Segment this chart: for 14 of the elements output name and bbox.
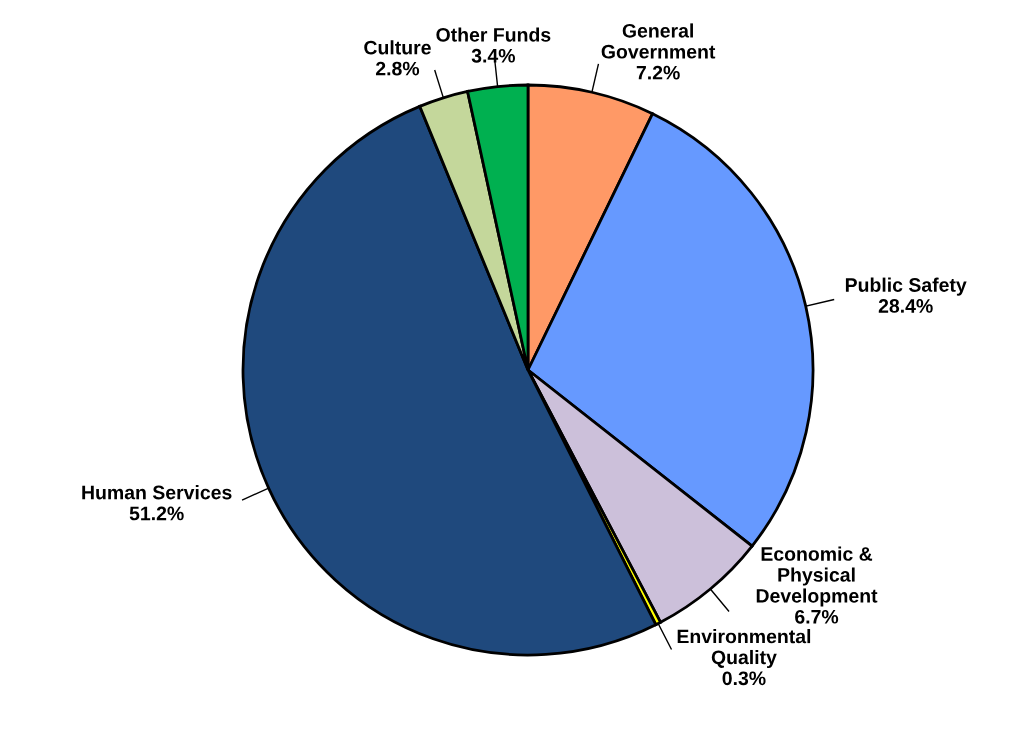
slice-label: Economic & Physical Development <box>756 546 878 607</box>
data-label: 2.8% <box>375 61 420 76</box>
data-label: 51.2% <box>129 506 184 521</box>
data-label: 7.2% <box>636 65 680 80</box>
slice-label: Other Funds <box>436 27 551 42</box>
slice-label: Culture <box>364 40 431 55</box>
slice-label: Public Safety <box>845 277 967 296</box>
data-label: 3.4% <box>471 48 516 63</box>
data-label: 6.7% <box>795 609 839 624</box>
slice-label: Human Services <box>82 485 232 500</box>
data-label: 0.3% <box>722 671 766 686</box>
data-label: 28.4% <box>878 299 933 313</box>
legend-label: Environmental Quality <box>677 629 811 669</box>
slice-label: General Government <box>601 23 716 59</box>
